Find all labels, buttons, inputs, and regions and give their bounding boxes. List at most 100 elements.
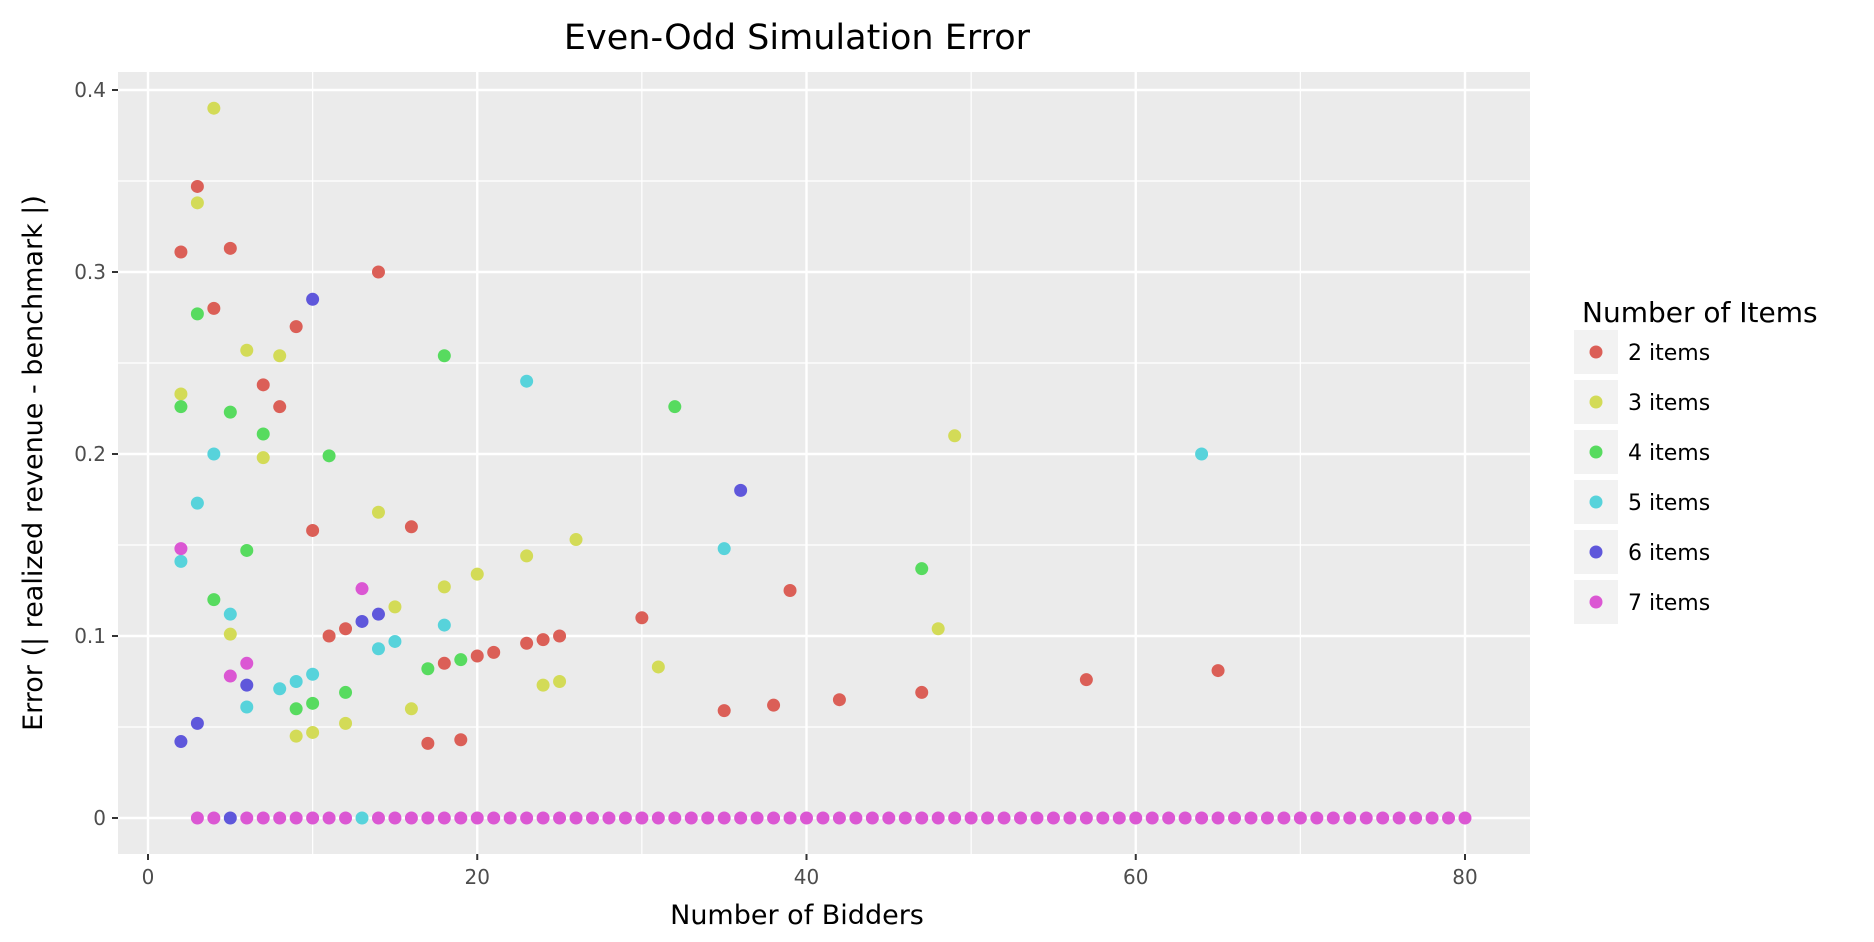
data-point [207,593,221,607]
data-point [734,811,748,825]
data-point [717,704,731,718]
data-point [569,811,583,825]
y-tick-label: 0.1 [74,624,106,648]
x-axis: 0 20 40 60 80 [142,854,1478,889]
data-point [585,811,599,825]
data-point [404,520,418,534]
data-point [437,618,451,632]
data-point [520,636,534,650]
legend: Number of Items 2 items 3 items 4 items 5 i… [1574,296,1818,624]
data-point [421,736,435,750]
data-point [1211,811,1225,825]
data-point [750,811,764,825]
data-point [1392,811,1406,825]
data-point [651,660,665,674]
data-point [174,735,188,749]
plot-panel [118,72,1530,854]
data-point [602,811,616,825]
data-point [437,656,451,670]
data-point [553,675,567,688]
data-point [470,567,484,581]
data-point [1079,811,1093,825]
data-point [454,733,468,747]
data-point [207,301,221,315]
data-point [190,307,204,321]
data-point [371,265,385,279]
y-tick-label: 0.2 [74,442,106,466]
data-point [832,811,846,825]
data-point [371,505,385,519]
data-point [800,811,813,825]
data-point [1326,811,1340,825]
data-point [306,292,320,306]
data-point [964,811,978,825]
y-tick-label: 0.3 [74,260,106,284]
data-point [388,600,402,614]
data-point [190,496,204,510]
data-point [289,729,303,743]
data-point [355,614,369,628]
data-point [767,698,781,712]
data-point [1063,811,1077,825]
data-point [174,387,188,401]
data-point [207,811,221,825]
data-point [1162,811,1176,825]
data-point [223,669,237,683]
data-point [470,649,484,663]
data-point [618,811,632,825]
data-point [174,542,188,556]
data-point [437,349,451,363]
x-axis-title: Number of Bidders [670,900,924,931]
data-point [915,562,929,576]
data-point [553,811,567,825]
data-point [1030,811,1044,825]
x-tick-label: 40 [794,865,819,889]
data-point [273,682,287,696]
data-point [371,607,385,621]
legend-marker [1589,495,1603,509]
legend-items: 2 items 3 items 4 items 5 items 6 items 7 ite… [1574,330,1710,624]
data-point [223,241,237,255]
data-point [273,811,287,825]
data-point [1409,811,1423,825]
data-point [915,685,929,699]
data-point [404,702,418,716]
data-point [865,811,879,825]
legend-marker [1589,345,1603,359]
data-point [223,811,237,825]
data-point [289,702,303,716]
data-point [207,101,221,115]
data-point [717,542,731,556]
data-point [1129,811,1143,825]
data-point [635,811,649,825]
data-point [322,811,336,825]
data-point [1178,811,1192,825]
data-point [256,378,270,392]
data-point [371,811,385,825]
data-point [520,549,534,563]
data-point [273,400,287,414]
data-point [1211,664,1225,678]
data-point [849,811,863,825]
data-point [306,523,320,537]
data-point [1277,811,1291,825]
data-point [668,400,682,414]
data-point [256,427,270,441]
legend-label: 3 items [1628,391,1710,416]
data-point [240,656,254,670]
data-point [536,678,550,692]
data-point [783,584,797,597]
data-point [421,662,435,676]
data-point [520,811,534,825]
data-point [915,811,929,825]
legend-marker [1589,545,1603,559]
data-point [684,811,698,825]
data-point [454,811,468,825]
data-point [487,811,501,825]
legend-label: 2 items [1628,341,1710,366]
data-point [388,634,402,648]
legend-label: 4 items [1628,441,1710,466]
data-point [1376,811,1390,825]
data-point [520,374,534,388]
